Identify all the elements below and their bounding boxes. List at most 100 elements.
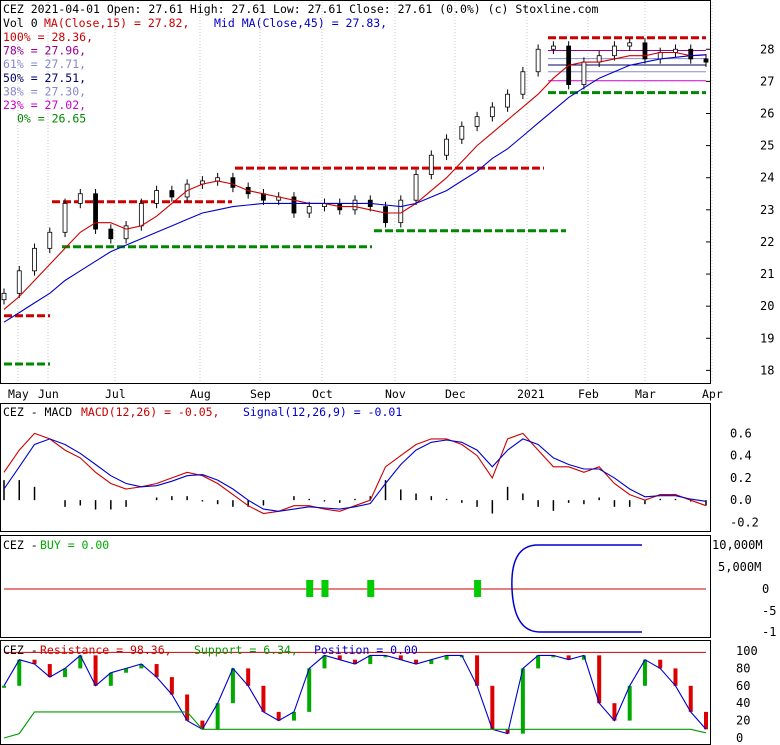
candle-body <box>77 193 83 204</box>
month-tick-label: 2021 <box>517 387 545 401</box>
rsp-bar <box>261 685 266 712</box>
price-tick-label: 25 <box>760 139 774 153</box>
rsp-bar <box>307 668 312 712</box>
month-tick-label: Sep <box>250 387 271 401</box>
rsp-tick-label: 80 <box>736 661 750 675</box>
candle-body <box>596 55 602 63</box>
rsp-bar <box>368 655 373 665</box>
month-tick-label: Mar <box>635 387 656 401</box>
price-tick-label: 26 <box>760 106 774 120</box>
candle-body <box>398 199 404 224</box>
price-candles <box>1 38 709 305</box>
candle-body <box>383 206 388 224</box>
rsp-tick-label: 100 <box>736 644 758 658</box>
candle-body <box>306 206 312 214</box>
rsp-bar <box>642 659 647 686</box>
date-axis: May Jun Jul Aug Sep Oct Nov Dec 2021 Feb Mar Apr <box>8 387 723 401</box>
fib-label: 78% = 27.96, <box>3 44 86 58</box>
rsp-bar <box>475 655 480 686</box>
buy-tick-label: 5,000M <box>718 560 761 574</box>
rsp-bar <box>398 655 403 660</box>
resistance-label: Resistance = 98.36, <box>40 643 172 657</box>
rsp-tick-label: 60 <box>736 679 750 693</box>
header-line: CEZ 2021-04-01 Open: 27.61 High: 27.61 L… <box>3 2 599 16</box>
rsp-bar <box>154 664 159 678</box>
candle-body <box>550 45 556 50</box>
rsp-bar <box>520 668 525 734</box>
candle-body <box>612 45 617 57</box>
price-tick-label: 21 <box>760 267 774 281</box>
rsp-bar <box>169 677 174 695</box>
price-tick-label: 20 <box>760 299 774 313</box>
buy-value: BUY = 0.00 <box>40 538 109 552</box>
buy-panel-label: CEZ - <box>3 538 38 552</box>
macd-panel-frame <box>0 403 711 532</box>
rsp-bar <box>185 694 190 721</box>
rsp-bar <box>2 685 6 688</box>
rsp-bar <box>322 655 327 669</box>
month-tick-label: Nov <box>385 387 406 401</box>
macd-plot: -0.2 0.0 0.2 0.4 0.6 <box>3 426 759 529</box>
vol-label: Vol 0 <box>3 16 38 30</box>
rsp-bar <box>688 685 693 712</box>
fib-label: 0% = 26.65 <box>17 112 86 126</box>
candle-body <box>32 247 37 272</box>
candle-body <box>261 193 266 201</box>
macd-tick-label: 0.4 <box>730 449 752 463</box>
candle-body <box>642 42 648 60</box>
price-tick-label: 28 <box>760 42 774 56</box>
buy-tick-label: -1 <box>762 625 776 639</box>
fib-label: 50% = 27.51, <box>3 71 86 85</box>
rsp-bar <box>47 664 52 678</box>
macd-tick-label: -0.2 <box>730 515 759 529</box>
rsp-bar <box>581 655 586 660</box>
candle-body <box>138 202 144 227</box>
rsp-tick-label: 20 <box>736 714 750 728</box>
price-tick-label: 24 <box>760 171 774 185</box>
price-tick-label: 23 <box>760 203 774 217</box>
candle-body <box>428 154 434 175</box>
rsp-bar <box>414 659 419 665</box>
macd-tick-label: 0.6 <box>730 426 752 440</box>
ma45-label: Mid MA(Close,45) = 27.83, <box>214 16 387 30</box>
rsp-bar <box>291 711 296 721</box>
rsp-bar <box>230 668 235 704</box>
rsp-plot: 0 20 40 60 80 100 <box>2 644 758 745</box>
candle-body <box>154 190 160 204</box>
candle-body <box>474 116 480 127</box>
fib-label: 61% = 27.71, <box>3 57 86 71</box>
macd-signal: Signal(12,26,9) = -0.01 <box>243 405 402 419</box>
rsp-panel-label: CEZ - <box>3 643 38 657</box>
candle-body <box>1 292 7 301</box>
position-line <box>3 654 707 735</box>
rsp-bar <box>93 655 98 686</box>
buy-signal-marker <box>306 580 314 597</box>
rsp-bar <box>658 659 663 669</box>
buy-signal-marker <box>474 580 482 597</box>
rsp-bar <box>108 672 113 686</box>
support-label: Support = 6.34, <box>194 643 298 657</box>
price-axis: 18 19 20 21 22 23 24 25 26 27 28 <box>706 42 774 377</box>
month-tick-label: Feb <box>578 387 599 401</box>
fib-label: 23% = 27.02, <box>3 98 86 112</box>
rsp-bar <box>200 720 205 730</box>
candle-body <box>230 177 236 188</box>
candle-body <box>169 190 175 198</box>
candle-body <box>627 42 633 47</box>
rsp-bar <box>215 703 220 730</box>
rsp-bar <box>17 659 22 686</box>
price-tick-label: 22 <box>760 235 774 249</box>
month-tick-label: Dec <box>445 387 466 401</box>
signal-line <box>3 438 707 512</box>
ma15-line <box>3 51 707 310</box>
candle-body <box>688 48 694 60</box>
rsp-tick-label: 40 <box>736 696 750 710</box>
rsp-bar <box>353 659 357 665</box>
month-tick-label: Aug <box>190 387 211 401</box>
rsp-bar <box>536 655 541 669</box>
month-tick-label: Jul <box>105 387 126 401</box>
candle-body <box>413 174 419 201</box>
candle-body <box>703 58 709 63</box>
